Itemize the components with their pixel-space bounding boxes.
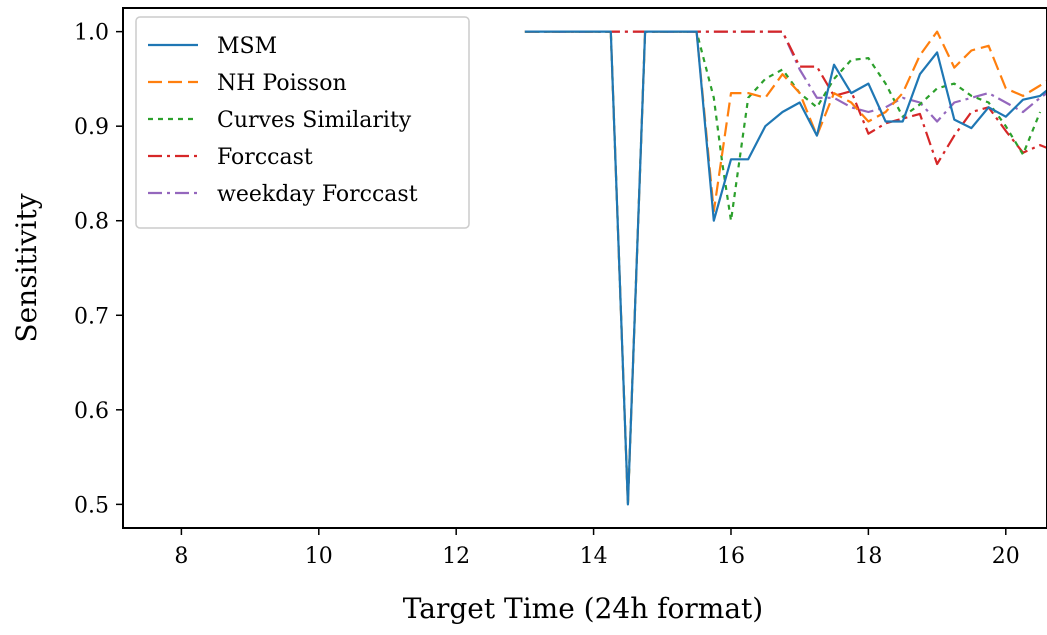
plot-frame	[122, 7, 1047, 529]
y-tick-label: 1.0	[74, 21, 109, 46]
legend-label: weekday Forccast	[217, 182, 418, 207]
y-tick-label: 0.5	[74, 493, 109, 518]
series-line-2	[524, 30, 1042, 506]
series-line-3	[524, 30, 1047, 506]
series-line-1	[524, 30, 1047, 166]
y-tick-label: 0.8	[74, 210, 109, 235]
x-tick-label: 8	[174, 544, 188, 569]
x-tick-label: 16	[717, 544, 745, 569]
x-tick-label: 18	[854, 544, 882, 569]
legend-box	[135, 16, 470, 229]
series-line-4	[524, 30, 1047, 506]
y-tick-label: 0.6	[74, 399, 109, 424]
legend: MSM NH Poisson Curves Similarity Forccast we…	[135, 16, 470, 229]
y-tick-label: 0.9	[74, 115, 109, 140]
legend-label: Forccast	[217, 145, 313, 170]
legend-label: NH Poisson	[217, 71, 347, 96]
x-tick-label: 14	[580, 544, 608, 569]
x-tick-label: 10	[305, 544, 333, 569]
legend-label: MSM	[217, 34, 277, 59]
series-layer	[524, 30, 1047, 506]
x-tick-label: 20	[992, 544, 1020, 569]
axes-layer: 8 10 12 14 16 18 20 0.5 0.6 0.7 0.8 0.9 1.0	[74, 7, 1047, 569]
y-tick-label: 0.7	[74, 304, 109, 329]
x-axis-label: Target Time (24h format)	[403, 592, 763, 625]
legend-label: Curves Similarity	[217, 108, 412, 133]
y-axis-label: Sensitivity	[10, 193, 43, 342]
x-tick-label: 12	[442, 544, 470, 569]
